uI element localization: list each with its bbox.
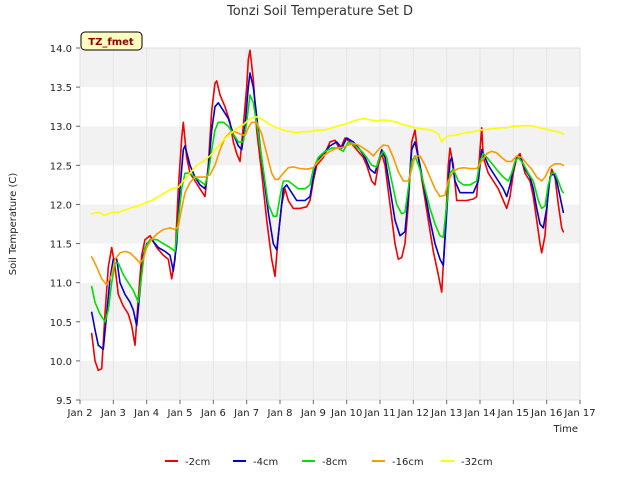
x-tick-label: Jan 15 — [497, 408, 529, 419]
x-tick-label: Jan 7 — [233, 408, 259, 419]
x-tick-label: Jan 2 — [67, 408, 93, 419]
x-tick-label: Jan 14 — [463, 408, 495, 419]
series-line-16cm — [90, 121, 565, 286]
grid-band — [80, 87, 580, 127]
legend: -2cm -4cm -8cm -16cm -32cm — [165, 457, 493, 468]
x-tick-label: Jan 4 — [133, 408, 159, 419]
grid-band — [80, 282, 580, 322]
y-tick-label: 14.0 — [50, 44, 72, 55]
y-tick-label: 11.5 — [50, 240, 72, 251]
y-axis-title: Soil Temperature (C) — [8, 173, 19, 276]
x-axis-ticks: Jan 2 Jan 3 Jan 4 Jan 5 Jan 6 Jan 7 Jan 8 Jan 9… — [67, 400, 596, 419]
legend-label: -16cm — [392, 457, 424, 468]
site-tag: TZ_fmet — [80, 31, 143, 51]
legend-label: -32cm — [461, 457, 493, 468]
series-lines — [90, 49, 565, 372]
x-tick-label: Jan 8 — [267, 408, 293, 419]
grid-band — [80, 360, 580, 400]
grid-band — [80, 48, 580, 88]
x-axis-title: Time — [553, 424, 578, 435]
y-tick-label: 13.5 — [50, 83, 72, 94]
grid-band — [80, 321, 580, 361]
site-tag-box — [80, 31, 143, 51]
grid-band — [80, 204, 580, 244]
site-tag-label: TZ_fmet — [88, 37, 134, 48]
y-tick-label: 10.0 — [50, 357, 72, 368]
grid-bands — [80, 48, 580, 400]
x-tick-label: Jan 13 — [430, 408, 462, 419]
x-tick-label: Jan 9 — [300, 408, 326, 419]
x-tick-label: Jan 3 — [100, 408, 126, 419]
legend-label: -4cm — [253, 457, 278, 468]
y-tick-label: 10.5 — [50, 318, 72, 329]
grid-band — [80, 243, 580, 283]
x-tick-label: Jan 16 — [530, 408, 562, 419]
plot-frame — [79, 47, 581, 401]
y-tick-label: 12.5 — [50, 161, 72, 172]
y-tick-label: 12.0 — [50, 200, 72, 211]
legend-label: -2cm — [185, 457, 210, 468]
x-tick-label: Jan 12 — [397, 408, 429, 419]
chart-title: Tonzi Soil Temperature Set D — [226, 4, 413, 19]
x-tick-label: Jan 6 — [200, 408, 226, 419]
series-line-8cm — [90, 94, 565, 323]
series-line-32cm — [90, 116, 565, 217]
x-tick-label: Jan 17 — [563, 408, 595, 419]
y-tick-label: 11.0 — [50, 279, 72, 290]
x-tick-label: Jan 5 — [167, 408, 193, 419]
x-tick-label: Jan 10 — [330, 408, 362, 419]
y-tick-label: 13.0 — [50, 122, 72, 133]
x-tick-label: Jan 11 — [363, 408, 395, 419]
y-axis-ticks: 9.5 10.0 10.5 11.0 11.5 12.0 12.5 13.0 13.5 14.0 — [50, 44, 80, 407]
y-tick-label: 9.5 — [56, 396, 72, 407]
legend-label: -8cm — [322, 457, 347, 468]
